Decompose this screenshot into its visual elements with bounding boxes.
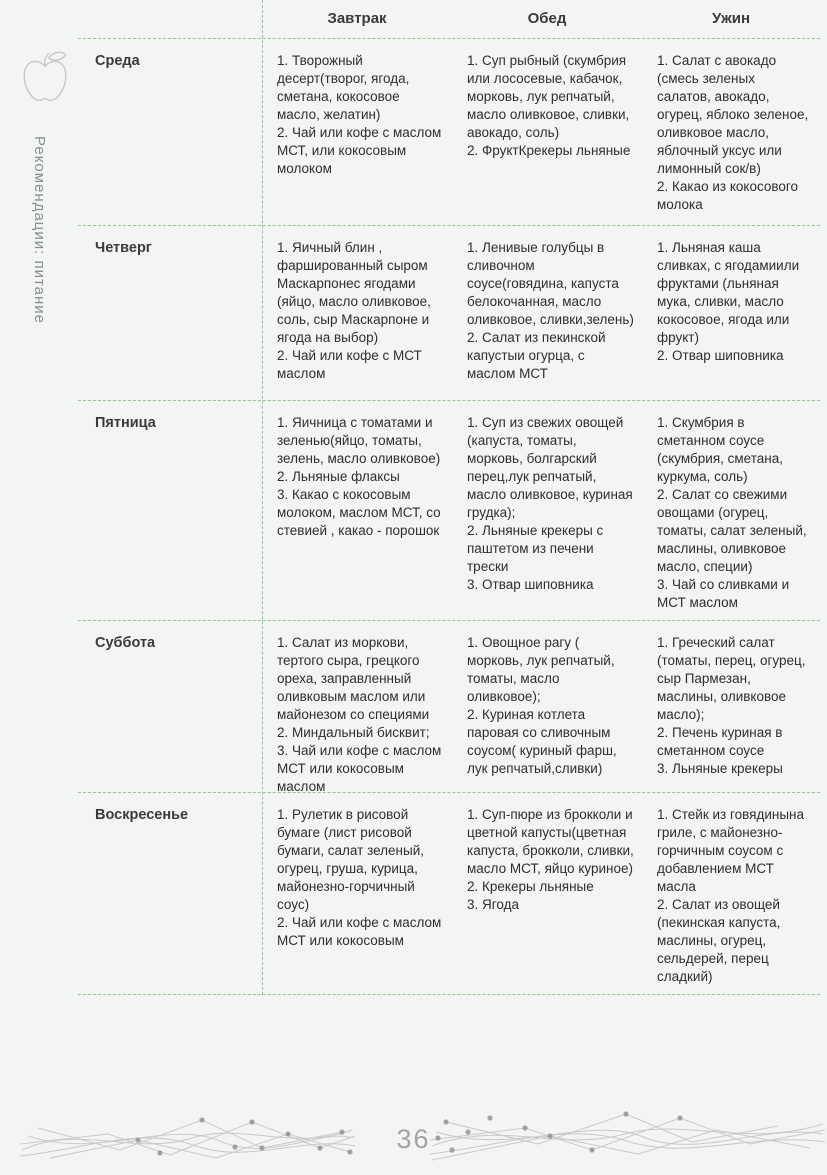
lunch-cell: 1. Суп рыбный (скумбрия или лососевые, к… — [467, 53, 631, 158]
apple-icon — [18, 48, 72, 111]
day-label: Суббота — [95, 635, 156, 651]
page-number: 36 — [396, 1124, 431, 1154]
lunch-cell: 1. Суп-пюре из брокколи и цветной капуст… — [467, 807, 634, 912]
breakfast-cell: 1. Яичница с томатами и зеленью(яйцо, то… — [277, 415, 441, 538]
table-vertical-divider — [262, 0, 263, 995]
lunch-cell: 1. Овощное рагу ( морковь, лук репчатый,… — [467, 635, 617, 776]
header-lunch: Обед — [527, 10, 567, 27]
header-breakfast: Завтрак — [327, 10, 387, 27]
breakfast-cell: 1. Яичный блин , фаршированный сыром Мас… — [277, 240, 431, 381]
table-row-thursday: Четверг 1. Яичный блин , фаршированный с… — [78, 225, 820, 400]
dinner-cell: 1. Салат с авокадо (смесь зеленых салато… — [657, 53, 809, 212]
dinner-cell: 1. Скумбрия в сметанном соусе (скумбрия,… — [657, 415, 807, 610]
breakfast-cell: 1. Салат из моркови, тертого сыра, грецк… — [277, 635, 442, 794]
day-label: Воскресенье — [95, 807, 189, 823]
breakfast-cell: 1. Творожный десерт(творог, ягода, смета… — [277, 53, 442, 176]
day-label: Четверг — [95, 240, 152, 256]
day-label: Пятница — [95, 415, 156, 431]
header-dinner: Ужин — [711, 10, 751, 27]
lunch-cell: 1. Суп из свежих овощей (капуста, томаты… — [467, 415, 633, 592]
lunch-cell: 1. Ленивые голубцы в сливочном соусе(гов… — [467, 240, 634, 381]
sidebar-vertical-caption: Рекомендации: питание — [31, 136, 48, 325]
header-day-column — [78, 0, 262, 38]
table-row-wednesday: Среда 1. Творожный десерт(творог, ягода,… — [78, 38, 820, 225]
table-row-friday: Пятница 1. Яичница с томатами и зеленью(… — [78, 400, 820, 620]
footer-decoration-right — [429, 1090, 826, 1175]
dinner-cell: 1. Греческий салат (томаты, перец, огуре… — [657, 635, 806, 776]
footer-decoration-left — [19, 1106, 356, 1171]
day-label: Среда — [95, 53, 140, 69]
table-header-row: Завтрак Обед Ужин — [78, 0, 820, 38]
dinner-cell: 1. Льняная каша сливках, с ягодамиили фр… — [657, 240, 800, 363]
breakfast-cell: 1. Рулетик в рисовой бумаге (лист рисово… — [277, 807, 442, 948]
table-row-sunday: Воскресенье 1. Рулетик в рисовой бумаге … — [78, 792, 820, 995]
meal-plan-table: Завтрак Обед Ужин Среда 1. Творожный дес… — [78, 0, 820, 995]
dinner-cell: 1. Стейк из говядинына гриле, с майонезн… — [657, 807, 804, 984]
table-row-saturday: Суббота 1. Салат из моркови, тертого сыр… — [78, 620, 820, 794]
